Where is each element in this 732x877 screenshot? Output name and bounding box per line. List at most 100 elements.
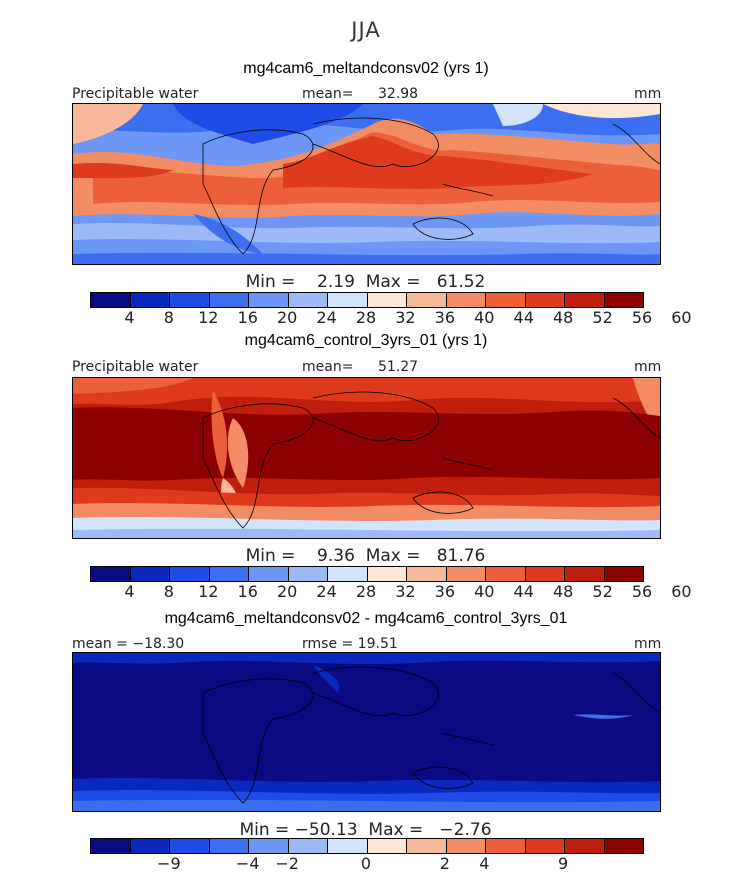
panel-3-rmse: rmse = 19.51 (302, 636, 398, 652)
colorbar-swatch (288, 567, 328, 581)
colorbar-swatch (565, 293, 605, 307)
panel-1-variable: Precipitable water (72, 86, 199, 102)
colorbar-tick-label: −9 (157, 854, 181, 873)
colorbar-tick-label: 36 (434, 308, 456, 327)
colorbar-tick-label: 24 (316, 308, 337, 327)
panel-3-mean: mean = −18.30 (72, 636, 185, 652)
panel-3-title: mg4cam6_meltandconsv02 - mg4cam6_control… (164, 610, 568, 627)
colorbar-swatch (91, 839, 131, 853)
colorbar-swatch (249, 293, 289, 307)
panel-2-units: mm (634, 359, 662, 375)
panel-1-colorbar (90, 292, 644, 308)
panel-3-minmax: Min = −50.13 Max = −2.76 (239, 820, 492, 840)
colorbar-tick-label: 52 (592, 308, 613, 327)
colorbar-tick-label: 44 (513, 582, 534, 601)
panel-1-title: mg4cam6_meltandconsv02 (yrs 1) (243, 60, 489, 77)
colorbar-tick-label: 4 (124, 582, 135, 601)
panel-3-colorbar (90, 838, 644, 854)
panel-2-map (72, 377, 661, 539)
colorbar-swatch (209, 567, 249, 581)
colorbar-swatch (446, 293, 486, 307)
panel-1-mean-label: mean= (302, 86, 354, 102)
colorbar-swatch (604, 839, 643, 853)
colorbar-tick-label: 40 (474, 308, 495, 327)
panel-3-map (72, 652, 661, 812)
colorbar-swatch (328, 567, 368, 581)
colorbar-swatch (407, 293, 447, 307)
colorbar-swatch (288, 293, 328, 307)
colorbar-swatch (604, 567, 643, 581)
panel-2-colorbar (90, 566, 644, 582)
colorbar-swatch (486, 839, 526, 853)
colorbar-tick-label: 56 (631, 582, 653, 601)
colorbar-swatch (249, 567, 289, 581)
colorbar-tick-label: 8 (163, 308, 174, 327)
colorbar-swatch (367, 839, 407, 853)
colorbar-swatch (367, 293, 407, 307)
colorbar-swatch (565, 839, 605, 853)
panel-2-variable: Precipitable water (72, 359, 199, 375)
colorbar-tick-label: 9 (558, 854, 569, 873)
colorbar-swatch (170, 839, 210, 853)
panel-3-colorbar-ticks: −9 −4 −2 0 2 4 9 (90, 854, 642, 874)
colorbar-tick-label: 24 (316, 582, 337, 601)
colorbar-tick-label: 60 (671, 308, 692, 327)
colorbar-tick-label: −2 (275, 854, 299, 873)
panel-1-minmax: Min = 2.19 Max = 61.52 (245, 272, 486, 292)
colorbar-tick-label: 52 (592, 582, 613, 601)
colorbar-swatch (525, 567, 565, 581)
panel-1-mean-value: 32.98 (378, 86, 419, 102)
colorbar-swatch (249, 839, 289, 853)
colorbar-swatch (209, 293, 249, 307)
colorbar-tick-label: 32 (395, 582, 416, 601)
colorbar-swatch (130, 293, 170, 307)
colorbar-tick-label: 8 (163, 582, 174, 601)
colorbar-swatch (209, 839, 249, 853)
colorbar-swatch (486, 293, 526, 307)
panel-3-units: mm (634, 636, 662, 652)
colorbar-tick-label: 28 (355, 582, 377, 601)
colorbar-swatch (328, 839, 368, 853)
colorbar-swatch (407, 839, 447, 853)
colorbar-tick-label: 44 (513, 308, 534, 327)
colorbar-tick-label: 48 (552, 308, 574, 327)
colorbar-tick-label: 48 (552, 582, 574, 601)
colorbar-swatch (446, 567, 486, 581)
panel-2-colorbar-ticks: 4 8 12 16 20 24 28 32 36 40 44 48 52 56 60 (90, 582, 691, 602)
colorbar-tick-label: 60 (671, 582, 692, 601)
colorbar-tick-label: 28 (355, 308, 377, 327)
colorbar-tick-label: 16 (237, 582, 258, 601)
colorbar-swatch (91, 567, 131, 581)
colorbar-tick-label: 2 (439, 854, 450, 873)
panel-2-mean-label: mean= (302, 359, 354, 375)
colorbar-tick-label: 56 (631, 308, 653, 327)
colorbar-tick-label: 4 (124, 308, 135, 327)
colorbar-tick-label: 16 (237, 308, 258, 327)
colorbar-swatch (486, 567, 526, 581)
colorbar-swatch (130, 567, 170, 581)
colorbar-swatch (170, 293, 210, 307)
colorbar-swatch (288, 839, 328, 853)
colorbar-swatch (565, 567, 605, 581)
colorbar-swatch (170, 567, 210, 581)
colorbar-swatch (367, 567, 407, 581)
colorbar-tick-label: 32 (395, 308, 416, 327)
colorbar-swatch (525, 839, 565, 853)
colorbar-swatch (91, 293, 131, 307)
panel-1-map (72, 103, 661, 265)
colorbar-tick-label: 40 (474, 582, 495, 601)
panel-1-precip-field (73, 104, 660, 264)
colorbar-tick-label: 0 (360, 854, 372, 873)
colorbar-tick-label: 4 (479, 854, 490, 873)
panel-2-minmax: Min = 9.36 Max = 81.76 (245, 546, 486, 566)
colorbar-swatch (407, 567, 447, 581)
colorbar-swatch (446, 839, 486, 853)
colorbar-swatch (525, 293, 565, 307)
panel-1-colorbar-ticks: 4 8 12 16 20 24 28 32 36 40 44 48 52 56 60 (90, 308, 691, 328)
panel-2-precip-field (73, 378, 660, 538)
colorbar-tick-label: 36 (434, 582, 456, 601)
colorbar-tick-label: 12 (198, 308, 219, 327)
panel-2-mean-value: 51.27 (378, 359, 419, 375)
panel-3-difference-field (73, 653, 660, 811)
panel-1-units: mm (634, 86, 662, 102)
